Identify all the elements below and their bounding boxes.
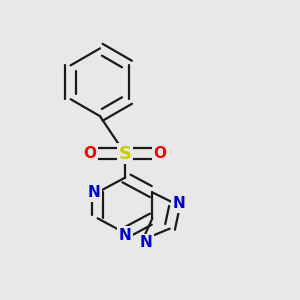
- Text: N: N: [88, 185, 100, 200]
- Text: O: O: [84, 146, 97, 161]
- Text: O: O: [153, 146, 166, 161]
- Text: N: N: [118, 228, 131, 243]
- Text: N: N: [173, 196, 186, 211]
- Text: N: N: [139, 235, 152, 250]
- Text: S: S: [118, 145, 131, 163]
